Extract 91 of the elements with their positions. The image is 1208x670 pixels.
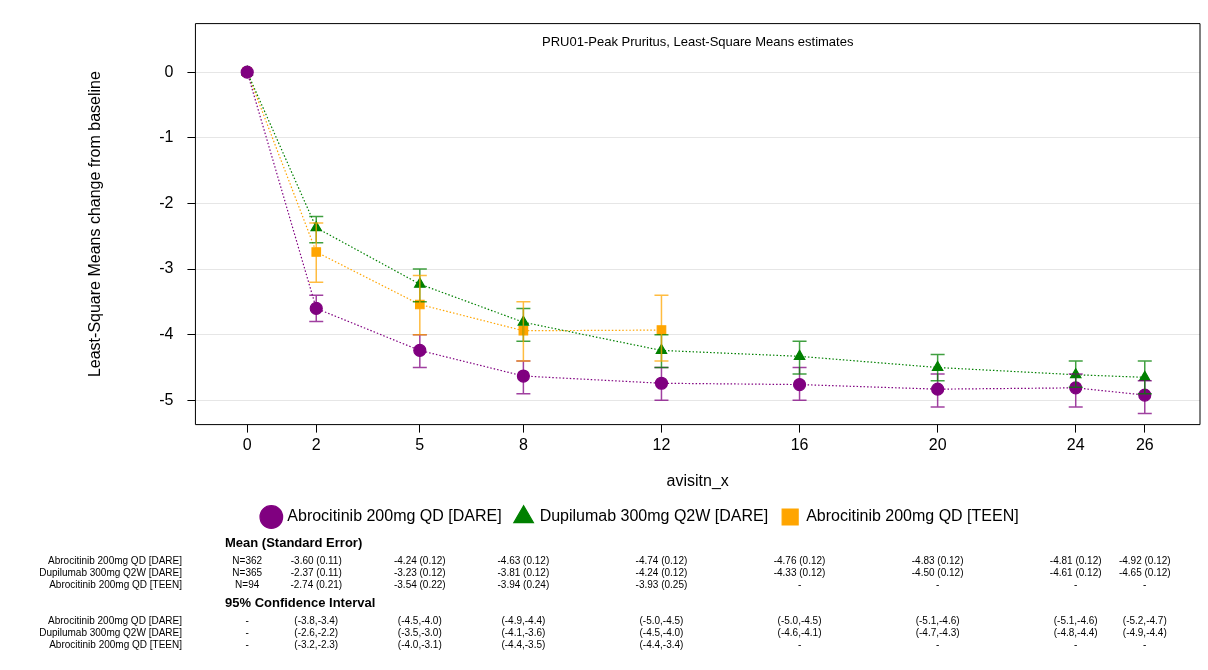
text: Abrocitinib 200mg QD [DARE] xyxy=(48,555,182,566)
x-axis-title: avisitn_x xyxy=(666,471,729,490)
legend-label: Abrocitinib 200mg QD [DARE] xyxy=(287,507,502,525)
y-tick-label: 0 xyxy=(164,62,174,80)
text: (-3.5,-3.0) xyxy=(397,627,442,638)
text: Dupilumab 300mg Q2W [DARE] xyxy=(39,567,182,578)
point xyxy=(518,325,529,336)
y-tick-label: -4 xyxy=(159,325,174,343)
y-tick-label: -5 xyxy=(159,390,174,408)
text: (-4.9,-4.4) xyxy=(1122,627,1167,638)
text: -4.61 (0.12) xyxy=(1049,567,1102,578)
y-tick-label: -2 xyxy=(159,193,174,211)
text: - xyxy=(1074,639,1078,650)
point xyxy=(793,349,806,360)
text: - xyxy=(797,579,802,590)
point xyxy=(311,247,322,257)
text: -3.54 (0.22) xyxy=(393,579,446,590)
text: (-4.1,-3.6) xyxy=(501,627,546,638)
text: (-5.2,-4.7) xyxy=(1122,615,1167,626)
text: - xyxy=(245,615,249,626)
text: -4.83 (0.12) xyxy=(911,555,964,566)
text: (-4.4,-3.5) xyxy=(501,639,546,650)
text: -4.92 (0.12) xyxy=(1118,555,1171,566)
text: -4.24 (0.12) xyxy=(393,555,446,566)
text: - xyxy=(245,639,249,650)
text: (-2.6,-2.2) xyxy=(294,627,339,638)
point xyxy=(516,369,530,383)
text: -4.65 (0.12) xyxy=(1118,567,1171,578)
text: (-4.7,-4.3) xyxy=(915,627,960,638)
text: -4.81 (0.12) xyxy=(1049,555,1102,566)
x-tick-label: 5 xyxy=(415,435,425,453)
x-tick-label: 16 xyxy=(790,435,809,453)
text: N=94 xyxy=(235,579,260,590)
text: - xyxy=(1143,639,1147,650)
text: -3.81 (0.12) xyxy=(497,567,550,578)
text: (-3.2,-2.3) xyxy=(294,639,339,650)
text: - xyxy=(797,639,802,650)
text: (-4.4,-3.4) xyxy=(639,639,684,650)
text: (-4.5,-4.0) xyxy=(397,615,442,626)
text: (-5.1,-4.6) xyxy=(1053,615,1098,626)
text: -4.76 (0.12) xyxy=(773,555,826,566)
text: - xyxy=(1143,579,1147,590)
x-tick-label: 12 xyxy=(652,435,671,453)
point xyxy=(309,301,323,316)
text: Abrocitinib 200mg QD [TEEN] xyxy=(49,639,182,650)
x-tick-label: 0 xyxy=(242,435,252,453)
y-axis-title: Least-Square Means change from baseline xyxy=(86,71,104,378)
text: N=365 xyxy=(232,567,263,578)
text: Abrocitinib 200mg QD [DARE] xyxy=(48,615,182,626)
text: -2.37 (0.11) xyxy=(290,567,342,578)
text: -4.50 (0.12) xyxy=(911,567,964,578)
text: -4.63 (0.12) xyxy=(497,555,550,566)
text: -4.74 (0.12) xyxy=(635,555,688,566)
text: - xyxy=(935,639,940,650)
x-tick-label: 26 xyxy=(1135,435,1154,453)
point xyxy=(931,382,945,396)
text: (-4.0,-3.1) xyxy=(397,639,442,650)
text: (-5.0,-4.5) xyxy=(777,615,822,626)
text: - xyxy=(1074,579,1078,590)
text: -4.33 (0.12) xyxy=(773,567,826,578)
text: -2.74 (0.21) xyxy=(290,579,343,590)
x-tick-label: 24 xyxy=(1066,435,1085,453)
text: -3.60 (0.11) xyxy=(290,555,342,566)
x-tick-label: 8 xyxy=(518,435,528,453)
text: (-4.9,-4.4) xyxy=(501,615,546,626)
text: -3.23 (0.12) xyxy=(393,567,446,578)
text: (-5.0,-4.5) xyxy=(639,615,684,626)
text: (-3.8,-3.4) xyxy=(294,615,339,626)
text: (-4.5,-4.0) xyxy=(639,627,684,638)
text: - xyxy=(935,579,940,590)
y-tick-label: -3 xyxy=(159,259,174,277)
text: 95% Confidence Interval xyxy=(225,595,376,610)
text: PRU01-Peak Pruritus, Least-Square Means estimates xyxy=(542,33,854,49)
text: (-4.6,-4.1) xyxy=(777,627,822,638)
text: Dupilumab 300mg Q2W [DARE] xyxy=(39,627,182,638)
x-tick-label: 20 xyxy=(928,435,947,453)
text: Abrocitinib 200mg QD [TEEN] xyxy=(49,579,182,590)
point xyxy=(654,376,669,390)
text: Mean (Standard Error) xyxy=(225,535,363,550)
text: - xyxy=(245,627,249,638)
text: -3.93 (0.25) xyxy=(635,579,688,590)
y-tick-label: -1 xyxy=(159,128,174,146)
x-tick-label: 2 xyxy=(311,435,321,453)
legend-label: Dupilumab 300mg Q2W [DARE] xyxy=(539,507,769,525)
text: (-5.1,-4.6) xyxy=(915,615,960,626)
legend-label: Abrocitinib 200mg QD [TEEN] xyxy=(806,507,1019,525)
text: -3.94 (0.24) xyxy=(497,579,550,590)
text: -4.24 (0.12) xyxy=(635,567,688,578)
text: (-4.8,-4.4) xyxy=(1053,627,1098,638)
text: N=362 xyxy=(232,555,263,566)
point xyxy=(792,377,807,392)
